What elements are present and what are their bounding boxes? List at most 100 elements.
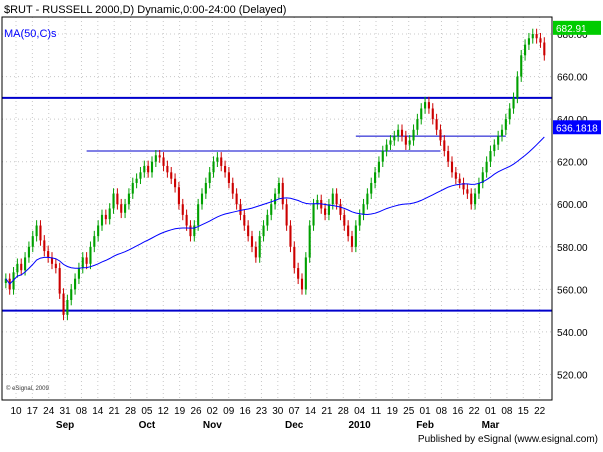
candle-body [204,182,207,194]
candle [162,152,165,172]
candle [400,124,404,142]
candle [381,145,384,168]
candle-body [489,151,492,162]
candle [227,167,230,189]
x-tick-label: 24 [43,406,55,417]
candle-body [420,108,423,120]
x-tick-label: 04 [354,406,366,417]
candle-body [543,42,546,56]
candle [347,220,350,242]
candle [439,124,442,146]
candle [308,220,311,263]
candle-body [158,155,161,158]
candle-body [50,257,54,264]
x-tick-label: 14 [305,406,317,417]
candle [12,267,15,295]
candle-body [104,214,107,220]
candle-body [512,97,515,109]
candle-body [285,204,288,226]
candle-body [31,236,34,247]
candle [224,160,227,178]
candle-body [197,204,200,226]
candle-body [220,157,223,166]
candle [520,49,523,82]
candle-body [243,214,246,226]
candle [366,188,369,210]
candle-body [100,214,104,226]
candle-body [500,129,504,137]
candle [74,273,77,295]
candle-body [408,140,411,145]
candle [427,96,430,114]
candle [327,198,330,221]
candle-body [43,240,46,252]
candle-body [531,34,534,39]
candle [27,241,30,263]
candle-body [116,193,119,205]
x-tick-label: 16 [240,406,252,417]
y-tick-label: 620.00 [557,158,588,169]
candle-body [439,129,442,141]
y-tick-label: 580.00 [557,243,588,254]
candle [362,198,365,221]
x-tick-label: 08 [436,406,448,417]
candle [477,177,480,199]
candle-body [412,129,415,141]
candle-body [308,225,311,258]
candle-body [108,208,111,220]
candle [120,198,123,219]
y-tick-label: 660.00 [557,73,588,84]
candle [104,209,107,225]
candle-body [127,193,130,205]
candle [150,156,154,178]
value-labels: 682.91 636.1818 [553,20,601,135]
candle [524,39,527,61]
candle-body [250,236,254,247]
candle-body [177,187,180,205]
candle-body [235,193,238,205]
candle [231,177,234,199]
candle [62,288,65,321]
value-label-bg [553,120,601,135]
candle [54,258,57,274]
y-tick-label: 600.00 [557,200,588,211]
candle [385,139,388,157]
candle-body [54,263,57,269]
candle [258,230,261,263]
x-tick-label: 12 [158,406,170,417]
candle-body [254,246,257,258]
candle [285,198,288,231]
candle-body [208,172,211,183]
x-tick-label: 22 [469,406,481,417]
chart-title: $RUT - RUSSELL 2000,D) Dynamic,0:00-24:0… [4,4,286,16]
x-tick-label: 16 [452,406,464,417]
candle [270,198,273,221]
candle-body [435,119,438,130]
candle-body [354,225,357,247]
candle-body [181,204,184,215]
candle-body [527,38,530,45]
candle-body [281,182,284,205]
x-tick-label: 17 [27,406,39,417]
x-tick-label: 08 [501,406,513,417]
candle [135,173,138,189]
x-month-label: Dec [285,420,304,431]
candle-body [447,151,450,162]
candle-body [370,182,373,194]
candle-body [224,165,227,173]
candle [158,149,161,163]
x-tick-label: 02 [207,406,219,417]
x-month-label: Nov [203,420,222,431]
candle [247,220,250,242]
candle [216,152,219,168]
candle [500,124,504,142]
candle-body [27,246,30,258]
x-tick-label: 19 [174,406,186,417]
candle-body [493,144,496,152]
candle [116,188,119,210]
candle [489,145,492,168]
x-tick-label: 01 [485,406,497,417]
candle-body [504,119,507,130]
